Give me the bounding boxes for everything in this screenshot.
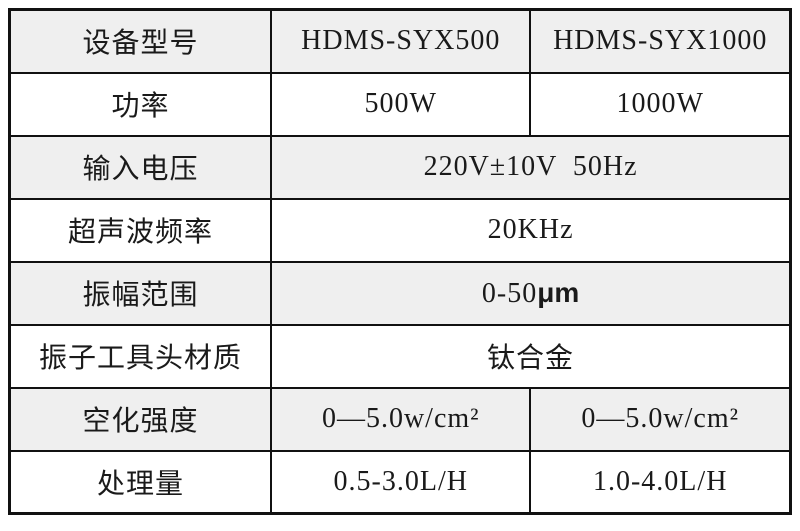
input-voltage-value: 220V±10V 50Hz — [270, 134, 792, 200]
table-row-input-voltage: 输入电压 220V±10V 50Hz — [8, 134, 792, 200]
table-row-power: 功率 500W 1000W — [8, 71, 792, 137]
amplitude-range-unit: μm — [537, 276, 580, 308]
device-model-value-1: HDMS-SYX500 — [270, 8, 532, 74]
input-voltage-label: 输入电压 — [8, 134, 273, 200]
amplitude-range-number: 0-50 — [481, 277, 538, 309]
spec-table: 设备型号 HDMS-SYX500 HDMS-SYX1000 功率 500W 10… — [8, 8, 792, 515]
amplitude-range-label: 振幅范围 — [8, 260, 273, 326]
cavitation-intensity-label: 空化强度 — [8, 386, 273, 452]
table-row-throughput: 处理量 0.5-3.0L/H 1.0-4.0L/H — [8, 449, 792, 515]
table-row-tool-head-material: 振子工具头材质 钛合金 — [8, 323, 792, 389]
tool-head-material-value: 钛合金 — [270, 323, 792, 389]
power-label: 功率 — [8, 71, 273, 137]
device-model-label: 设备型号 — [8, 8, 273, 74]
cavitation-intensity-value-2: 0—5.0w/cm² — [529, 386, 792, 452]
table-row-device-model: 设备型号 HDMS-SYX500 HDMS-SYX1000 — [8, 8, 792, 74]
amplitude-range-value: 0-50μm — [270, 260, 792, 326]
table-row-ultrasonic-frequency: 超声波频率 20KHz — [8, 197, 792, 263]
ultrasonic-frequency-value: 20KHz — [270, 197, 792, 263]
tool-head-material-label: 振子工具头材质 — [8, 323, 273, 389]
power-value-2: 1000W — [529, 71, 792, 137]
device-model-value-2: HDMS-SYX1000 — [529, 8, 792, 74]
throughput-value-2: 1.0-4.0L/H — [529, 449, 792, 515]
ultrasonic-frequency-label: 超声波频率 — [8, 197, 273, 263]
cavitation-intensity-value-1: 0—5.0w/cm² — [270, 386, 532, 452]
power-value-1: 500W — [270, 71, 532, 137]
throughput-label: 处理量 — [8, 449, 273, 515]
table-row-cavitation-intensity: 空化强度 0—5.0w/cm² 0—5.0w/cm² — [8, 386, 792, 452]
table-row-amplitude-range: 振幅范围 0-50μm — [8, 260, 792, 326]
throughput-value-1: 0.5-3.0L/H — [270, 449, 532, 515]
